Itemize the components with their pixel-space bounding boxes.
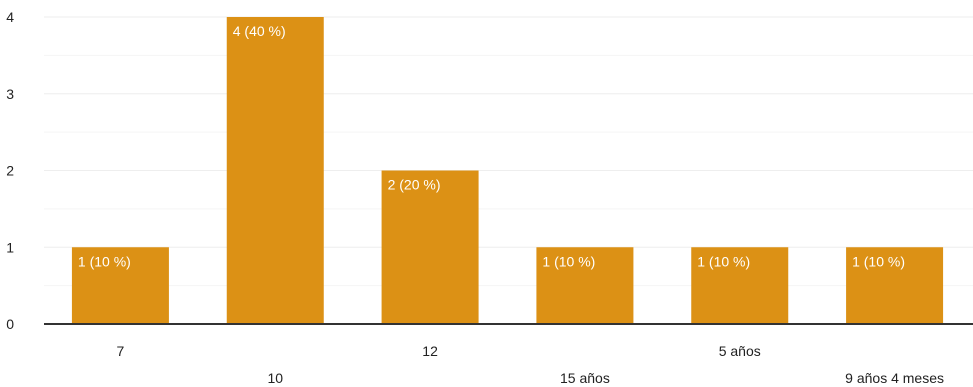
- bar: [691, 247, 789, 324]
- x-category-label: 5 años: [719, 343, 761, 359]
- x-category-label: 9 años 4 meses: [845, 370, 944, 386]
- y-axis-ticks: 0 1 2 3 4: [6, 9, 14, 332]
- bar-data-label: 1 (10 %): [852, 253, 905, 269]
- x-category-label: 15 años: [560, 370, 610, 386]
- x-category-label: 10: [267, 370, 283, 386]
- bar-data-label: 2 (20 %): [388, 177, 441, 193]
- y-tick-label: 3: [6, 86, 14, 102]
- bar-data-label: 4 (40 %): [233, 23, 286, 39]
- bar: [381, 170, 479, 324]
- bars: [71, 17, 944, 324]
- bar: [71, 247, 169, 324]
- y-tick-label: 2: [6, 163, 14, 179]
- x-axis-category-labels: 7 10 12 15 años 5 años 9 años 4 meses: [117, 343, 944, 386]
- gridlines: [44, 16, 973, 287]
- y-tick-label: 4: [6, 9, 14, 25]
- bar-data-label: 1 (10 %): [542, 253, 595, 269]
- x-category-label: 12: [422, 343, 438, 359]
- bar: [846, 247, 944, 324]
- bar-data-label: 1 (10 %): [78, 253, 131, 269]
- y-tick-label: 0: [6, 316, 14, 332]
- bar: [536, 247, 634, 324]
- bar: [226, 17, 324, 324]
- bar-data-labels: 1 (10 %) 4 (40 %) 2 (20 %) 1 (10 %) 1 (10 %)…: [78, 23, 905, 269]
- bar-data-label: 1 (10 %): [697, 253, 750, 269]
- x-category-label: 7: [117, 343, 125, 359]
- y-tick-label: 1: [6, 239, 14, 255]
